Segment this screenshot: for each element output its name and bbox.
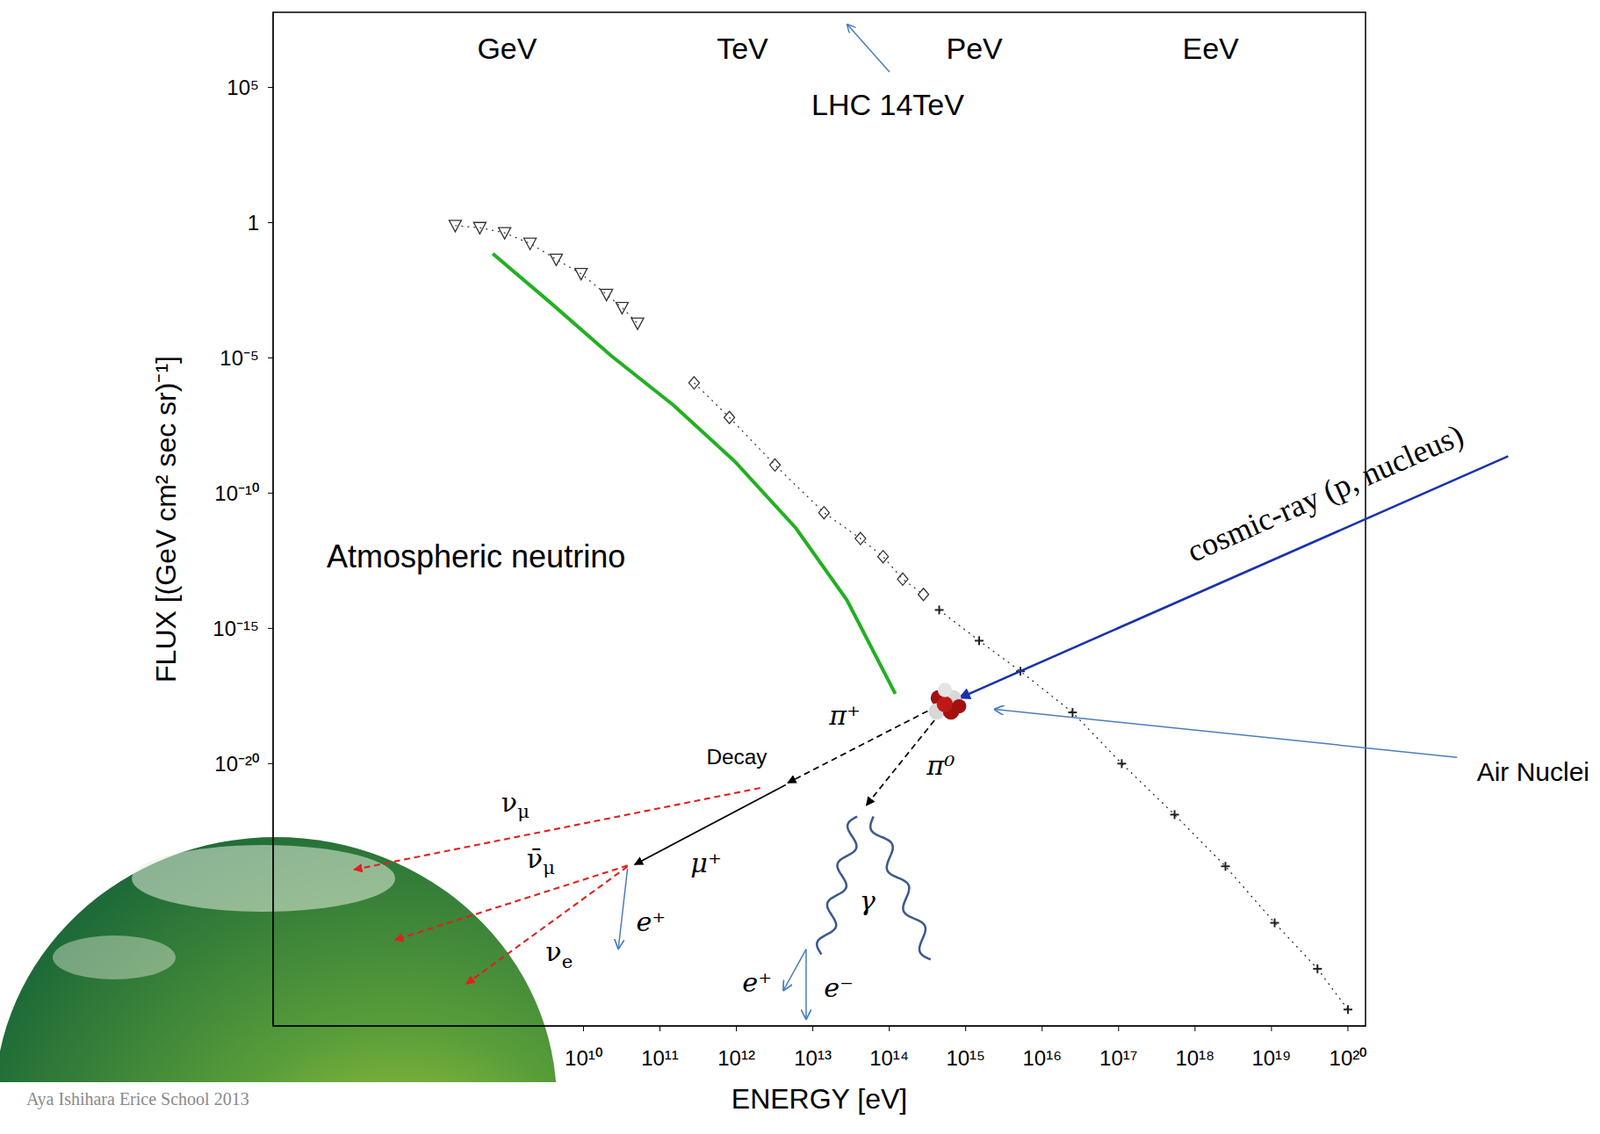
svg-text:ν̄μ: ν̄μ (526, 843, 555, 879)
svg-text:10¹⁶: 10¹⁶ (1022, 1045, 1062, 1070)
svg-text:10²⁰: 10²⁰ (1329, 1045, 1368, 1070)
svg-text:e⁺: e⁺ (742, 966, 772, 998)
svg-text:FLUX [(GeV cm² sec sr)⁻¹]: FLUX [(GeV cm² sec sr)⁻¹] (150, 355, 182, 683)
svg-text:10¹²: 10¹² (717, 1045, 756, 1070)
svg-text:10¹⁰: 10¹⁰ (564, 1045, 603, 1070)
svg-text:10⁻¹⁵: 10⁻¹⁵ (212, 616, 260, 641)
svg-text:TeV: TeV (716, 31, 769, 65)
svg-text:10⁵: 10⁵ (226, 75, 260, 100)
svg-text:e⁻: e⁻ (823, 972, 854, 1003)
svg-text:π⁺: π⁺ (828, 699, 861, 731)
svg-text:1: 1 (247, 210, 260, 235)
svg-text:10⁻²⁰: 10⁻²⁰ (214, 751, 260, 776)
svg-text:LHC 14TeV: LHC 14TeV (811, 87, 965, 122)
svg-text:10¹³: 10¹³ (793, 1045, 832, 1070)
svg-text:10¹⁵: 10¹⁵ (945, 1045, 986, 1070)
svg-text:GeV: GeV (476, 31, 537, 65)
svg-text:10¹¹: 10¹¹ (641, 1045, 679, 1070)
svg-text:EeV: EeV (1181, 31, 1240, 65)
svg-text:10⁻¹⁰: 10⁻¹⁰ (214, 481, 260, 505)
svg-text:10¹⁴: 10¹⁴ (869, 1045, 909, 1070)
svg-text:e⁺: e⁺ (635, 906, 666, 937)
svg-text:PeV: PeV (945, 31, 1003, 65)
svg-text:π⁰: π⁰ (925, 749, 955, 781)
svg-text:10¹⁸: 10¹⁸ (1174, 1045, 1215, 1070)
svg-text:γ: γ (859, 885, 877, 916)
svg-text:10¹⁹: 10¹⁹ (1251, 1045, 1291, 1070)
svg-text:νμ: νμ (501, 786, 530, 822)
svg-text:10¹⁷: 10¹⁷ (1099, 1045, 1138, 1070)
svg-text:Atmospheric neutrino: Atmospheric neutrino (326, 538, 626, 575)
svg-text:νe: νe (545, 936, 573, 972)
svg-text:ENERGY [eV]: ENERGY [eV] (731, 1082, 908, 1115)
svg-text:μ⁺: μ⁺ (690, 847, 722, 879)
svg-text:Air Nuclei: Air Nuclei (1477, 756, 1590, 786)
svg-text:cosmic-ray (p, nucleus): cosmic-ray (p, nucleus) (1181, 417, 1470, 570)
svg-text:10⁻⁵: 10⁻⁵ (219, 345, 260, 370)
svg-text:Aya Ishihara Erice School 20: Aya Ishihara Erice School 2013 (26, 1088, 250, 1110)
svg-text:Decay: Decay (706, 744, 768, 769)
